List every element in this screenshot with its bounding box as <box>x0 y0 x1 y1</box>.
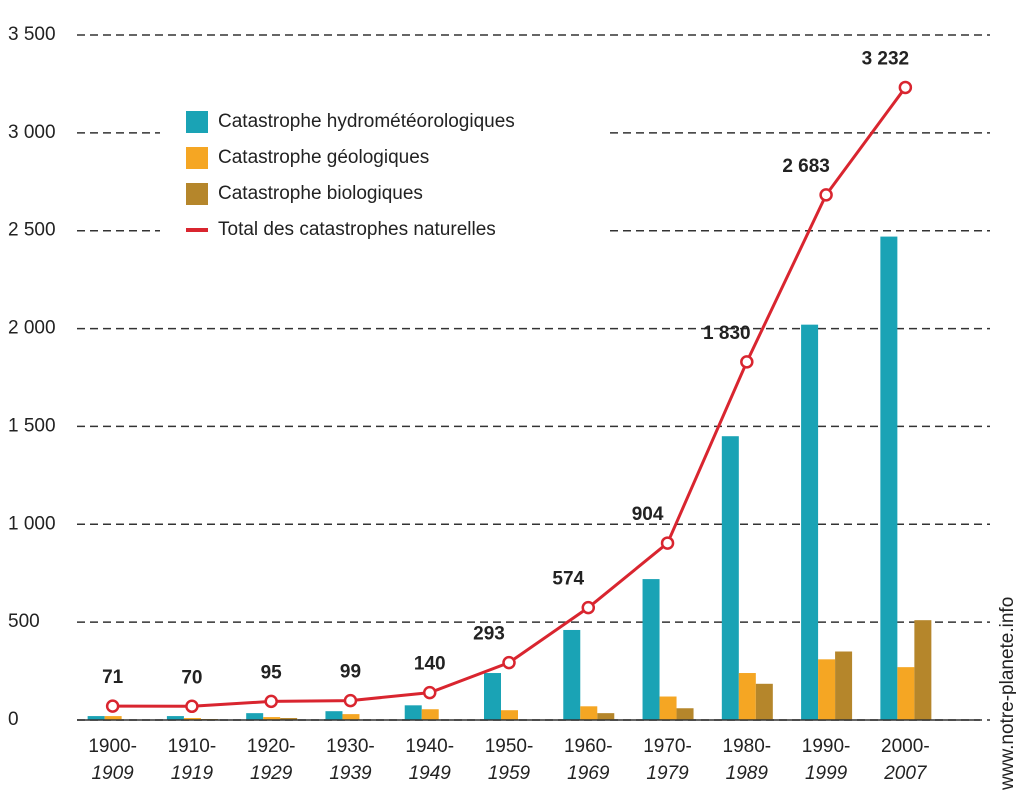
line-point <box>898 80 913 95</box>
x-tick-label: 1930- <box>326 736 375 757</box>
data-label: 904 <box>632 504 664 525</box>
data-label: 71 <box>102 667 124 688</box>
bar <box>342 714 360 720</box>
bar <box>738 673 756 720</box>
line-point <box>660 536 675 550</box>
data-label: 1 830 <box>703 323 751 344</box>
x-tick-label: 1909 <box>91 763 134 784</box>
line-point <box>105 699 120 713</box>
data-label: 95 <box>261 662 283 683</box>
bar <box>104 716 122 720</box>
bar <box>263 717 281 720</box>
y-tick-label: 1 500 <box>8 415 56 436</box>
data-label: 2 683 <box>782 156 830 177</box>
line-point <box>264 694 278 709</box>
x-tick-label: 1969 <box>567 763 610 784</box>
bar <box>914 620 932 720</box>
y-tick-label: 2 500 <box>8 220 56 241</box>
x-tick-label: 1929 <box>250 763 293 784</box>
legend-swatch <box>186 147 208 169</box>
y-tick-label: 500 <box>8 611 40 632</box>
bar <box>880 236 898 721</box>
legend-swatch <box>186 228 208 232</box>
x-tick-label: 1960- <box>564 736 613 757</box>
bar <box>183 718 201 720</box>
data-label: 574 <box>552 569 584 590</box>
bar <box>676 708 694 720</box>
bar <box>835 651 853 720</box>
x-tick-label: 1959 <box>488 763 531 784</box>
data-label: 70 <box>181 667 202 688</box>
bar <box>642 579 660 720</box>
legend-label: Total des catastrophes naturelles <box>218 219 496 240</box>
bar <box>755 683 773 720</box>
bar <box>246 713 264 720</box>
bar <box>421 709 439 720</box>
bar <box>659 696 677 720</box>
line-point <box>185 699 199 714</box>
x-tick-label: 1980- <box>723 736 772 757</box>
bar <box>484 673 501 720</box>
bar <box>166 716 184 720</box>
x-tick-label: 1949 <box>409 763 452 784</box>
line-point <box>343 693 358 708</box>
x-tick-label: 1989 <box>726 763 769 784</box>
bar <box>501 710 518 720</box>
x-tick-label: 1970- <box>643 736 692 757</box>
x-tick-label: 1910- <box>168 736 217 757</box>
legend-label: Catastrophe biologiques <box>218 183 423 204</box>
bar <box>325 711 343 720</box>
bar <box>721 436 739 720</box>
bar <box>801 324 819 720</box>
x-tick-label: 2000- <box>881 736 930 757</box>
legend-background <box>160 95 610 260</box>
x-tick-label: 2007 <box>883 763 928 784</box>
x-tick-label: 1919 <box>171 763 214 784</box>
y-tick-label: 3 000 <box>8 122 56 143</box>
data-label: 99 <box>340 662 361 683</box>
legend-swatch <box>186 183 208 205</box>
x-tick-label: 1900- <box>88 736 137 757</box>
x-tick-label: 1940- <box>405 736 454 757</box>
line-point <box>740 355 754 369</box>
bar <box>404 705 422 720</box>
line-point <box>819 188 833 202</box>
y-tick-label: 1 000 <box>8 513 56 534</box>
bar <box>280 718 298 720</box>
line-point <box>422 685 437 700</box>
y-tick-label: 0 <box>8 709 19 730</box>
bar <box>87 716 105 720</box>
bar <box>597 713 615 720</box>
x-tick-label: 1950- <box>485 736 534 757</box>
data-label: 140 <box>414 654 446 675</box>
x-tick-label: 1990- <box>802 736 851 757</box>
bar <box>818 659 836 720</box>
bar <box>897 667 915 720</box>
data-label: 293 <box>473 624 505 645</box>
legend-swatch <box>186 111 208 133</box>
bar <box>580 706 598 720</box>
line-point <box>581 600 596 615</box>
legend-label: Catastrophe géologiques <box>218 147 429 168</box>
x-tick-label: 1920- <box>247 736 296 757</box>
x-tick-label: 1999 <box>805 763 848 784</box>
data-label: 3 232 <box>862 48 910 69</box>
x-tick-label: 1979 <box>646 763 689 784</box>
x-tick-label: 1939 <box>329 763 372 784</box>
bar <box>563 629 581 720</box>
legend-label: Catastrophe hydrométéorologiques <box>218 111 515 132</box>
line-point <box>502 655 516 670</box>
y-tick-label: 3 500 <box>8 24 56 45</box>
y-tick-label: 2 000 <box>8 318 56 339</box>
source: www.notre-planete.info <box>997 597 1016 791</box>
